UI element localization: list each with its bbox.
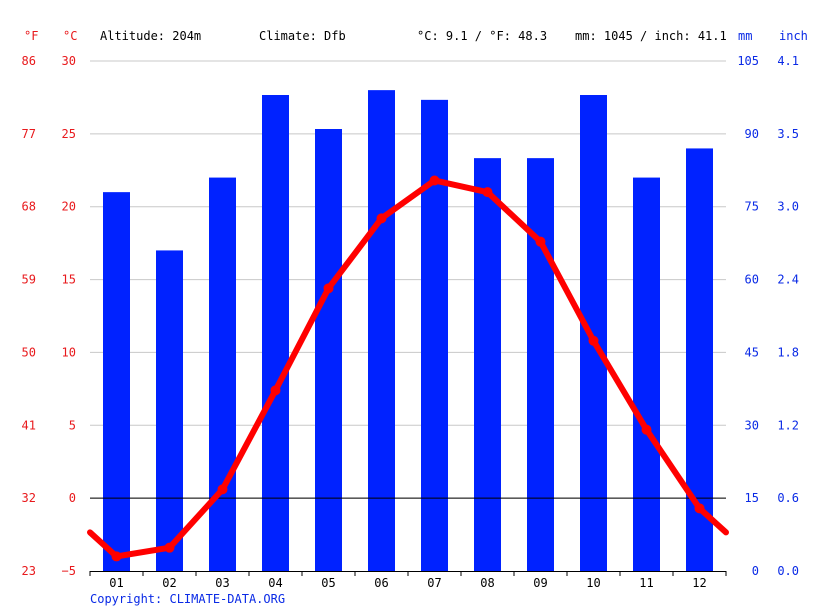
celsius-tick-label: 5 [69, 418, 76, 432]
precipitation-bar [421, 99, 448, 571]
temperature-point [376, 213, 387, 224]
temperature-polyline [87, 177, 729, 560]
fahrenheit-tick-label: 41 [22, 418, 36, 432]
temperature-point [270, 385, 281, 396]
inch-tick-label: 2.4 [777, 273, 799, 287]
fahrenheit-tick-label: 86 [22, 54, 36, 68]
mm-tick-label: 90 [745, 127, 759, 141]
inch-tick-label: 4.1 [777, 54, 799, 68]
fahrenheit-tick-label: 59 [22, 273, 36, 287]
precipitation-bar [209, 177, 236, 572]
inch-tick-label: 0.6 [777, 491, 799, 505]
temperature-point [111, 551, 122, 562]
precipitation-bars [103, 90, 713, 572]
inch-tick-label: 1.8 [777, 345, 799, 359]
month-tick-label: 09 [533, 576, 547, 590]
unit-fahrenheit-label: °F [24, 29, 38, 43]
precipitation-bar [527, 158, 554, 571]
precipitation-bar [474, 158, 501, 571]
month-tick-label: 03 [215, 576, 229, 590]
celsius-tick-label: 20 [62, 200, 76, 214]
altitude-label: Altitude: 204m [100, 29, 201, 43]
inch-tick-label: 3.5 [777, 127, 799, 141]
climate-label: Climate: Dfb [259, 29, 346, 43]
temperature-line [87, 175, 729, 562]
month-tick-label: 07 [427, 576, 441, 590]
precipitation-bar [633, 177, 660, 572]
mm-tick-label: 45 [745, 345, 759, 359]
mm-tick-label: 60 [745, 273, 759, 287]
inch-tick-label: 3.0 [777, 200, 799, 214]
temperature-point [217, 484, 228, 495]
month-tick-label: 05 [321, 576, 335, 590]
temperature-point [164, 542, 175, 553]
temperature-point [535, 236, 546, 247]
precipitation-bar [315, 129, 342, 571]
month-tick-label: 06 [374, 576, 388, 590]
temperature-point [641, 424, 652, 435]
unit-celsius-label: °C [63, 29, 77, 43]
x-axis [89, 571, 727, 576]
mm-tick-label: 105 [737, 54, 759, 68]
unit-inch-label: inch [779, 29, 808, 43]
mm-tick-label: 75 [745, 200, 759, 214]
axis-labels: 86 30 105 4.177 25 90 3.568 20 75 3.059 15 60 2.450 1… [22, 54, 799, 590]
unit-mm-label: mm [738, 29, 752, 43]
fahrenheit-tick-label: 23 [22, 564, 36, 578]
month-tick-label: 08 [480, 576, 494, 590]
celsius-tick-label: 0 [69, 491, 76, 505]
month-tick-label: 11 [639, 576, 653, 590]
month-tick-label: 02 [162, 576, 176, 590]
month-tick-label: 01 [109, 576, 123, 590]
celsius-tick-label: −5 [62, 564, 76, 578]
precipitation-bar [580, 95, 607, 571]
fahrenheit-tick-label: 77 [22, 127, 36, 141]
grid-lines [90, 60, 726, 499]
precipitation-total-label: mm: 1045 / inch: 41.1 [575, 29, 727, 43]
month-tick-label: 10 [586, 576, 600, 590]
temperature-point [694, 503, 705, 514]
mm-tick-label: 0 [752, 564, 759, 578]
copyright-text: Copyright: CLIMATE-DATA.ORG [90, 592, 285, 606]
temperature-point [429, 175, 440, 186]
precipitation-bar [103, 192, 130, 571]
inch-tick-label: 1.2 [777, 418, 799, 432]
precipitation-bar [686, 148, 713, 571]
temperature-point [323, 283, 334, 294]
month-tick-label: 12 [692, 576, 706, 590]
month-tick-label: 04 [268, 576, 282, 590]
temperature-point [588, 335, 599, 346]
fahrenheit-tick-label: 68 [22, 200, 36, 214]
inch-tick-label: 0.0 [777, 564, 799, 578]
celsius-tick-label: 25 [62, 127, 76, 141]
precipitation-bar [156, 250, 183, 571]
celsius-tick-label: 10 [62, 345, 76, 359]
fahrenheit-tick-label: 32 [22, 491, 36, 505]
precipitation-bar [262, 95, 289, 571]
celsius-tick-label: 30 [62, 54, 76, 68]
mm-tick-label: 15 [745, 491, 759, 505]
average-temperature-label: °C: 9.1 / °F: 48.3 [417, 29, 547, 43]
precipitation-bar [368, 90, 395, 572]
fahrenheit-tick-label: 50 [22, 345, 36, 359]
celsius-tick-label: 15 [62, 273, 76, 287]
mm-tick-label: 30 [745, 418, 759, 432]
temperature-point [482, 187, 493, 198]
